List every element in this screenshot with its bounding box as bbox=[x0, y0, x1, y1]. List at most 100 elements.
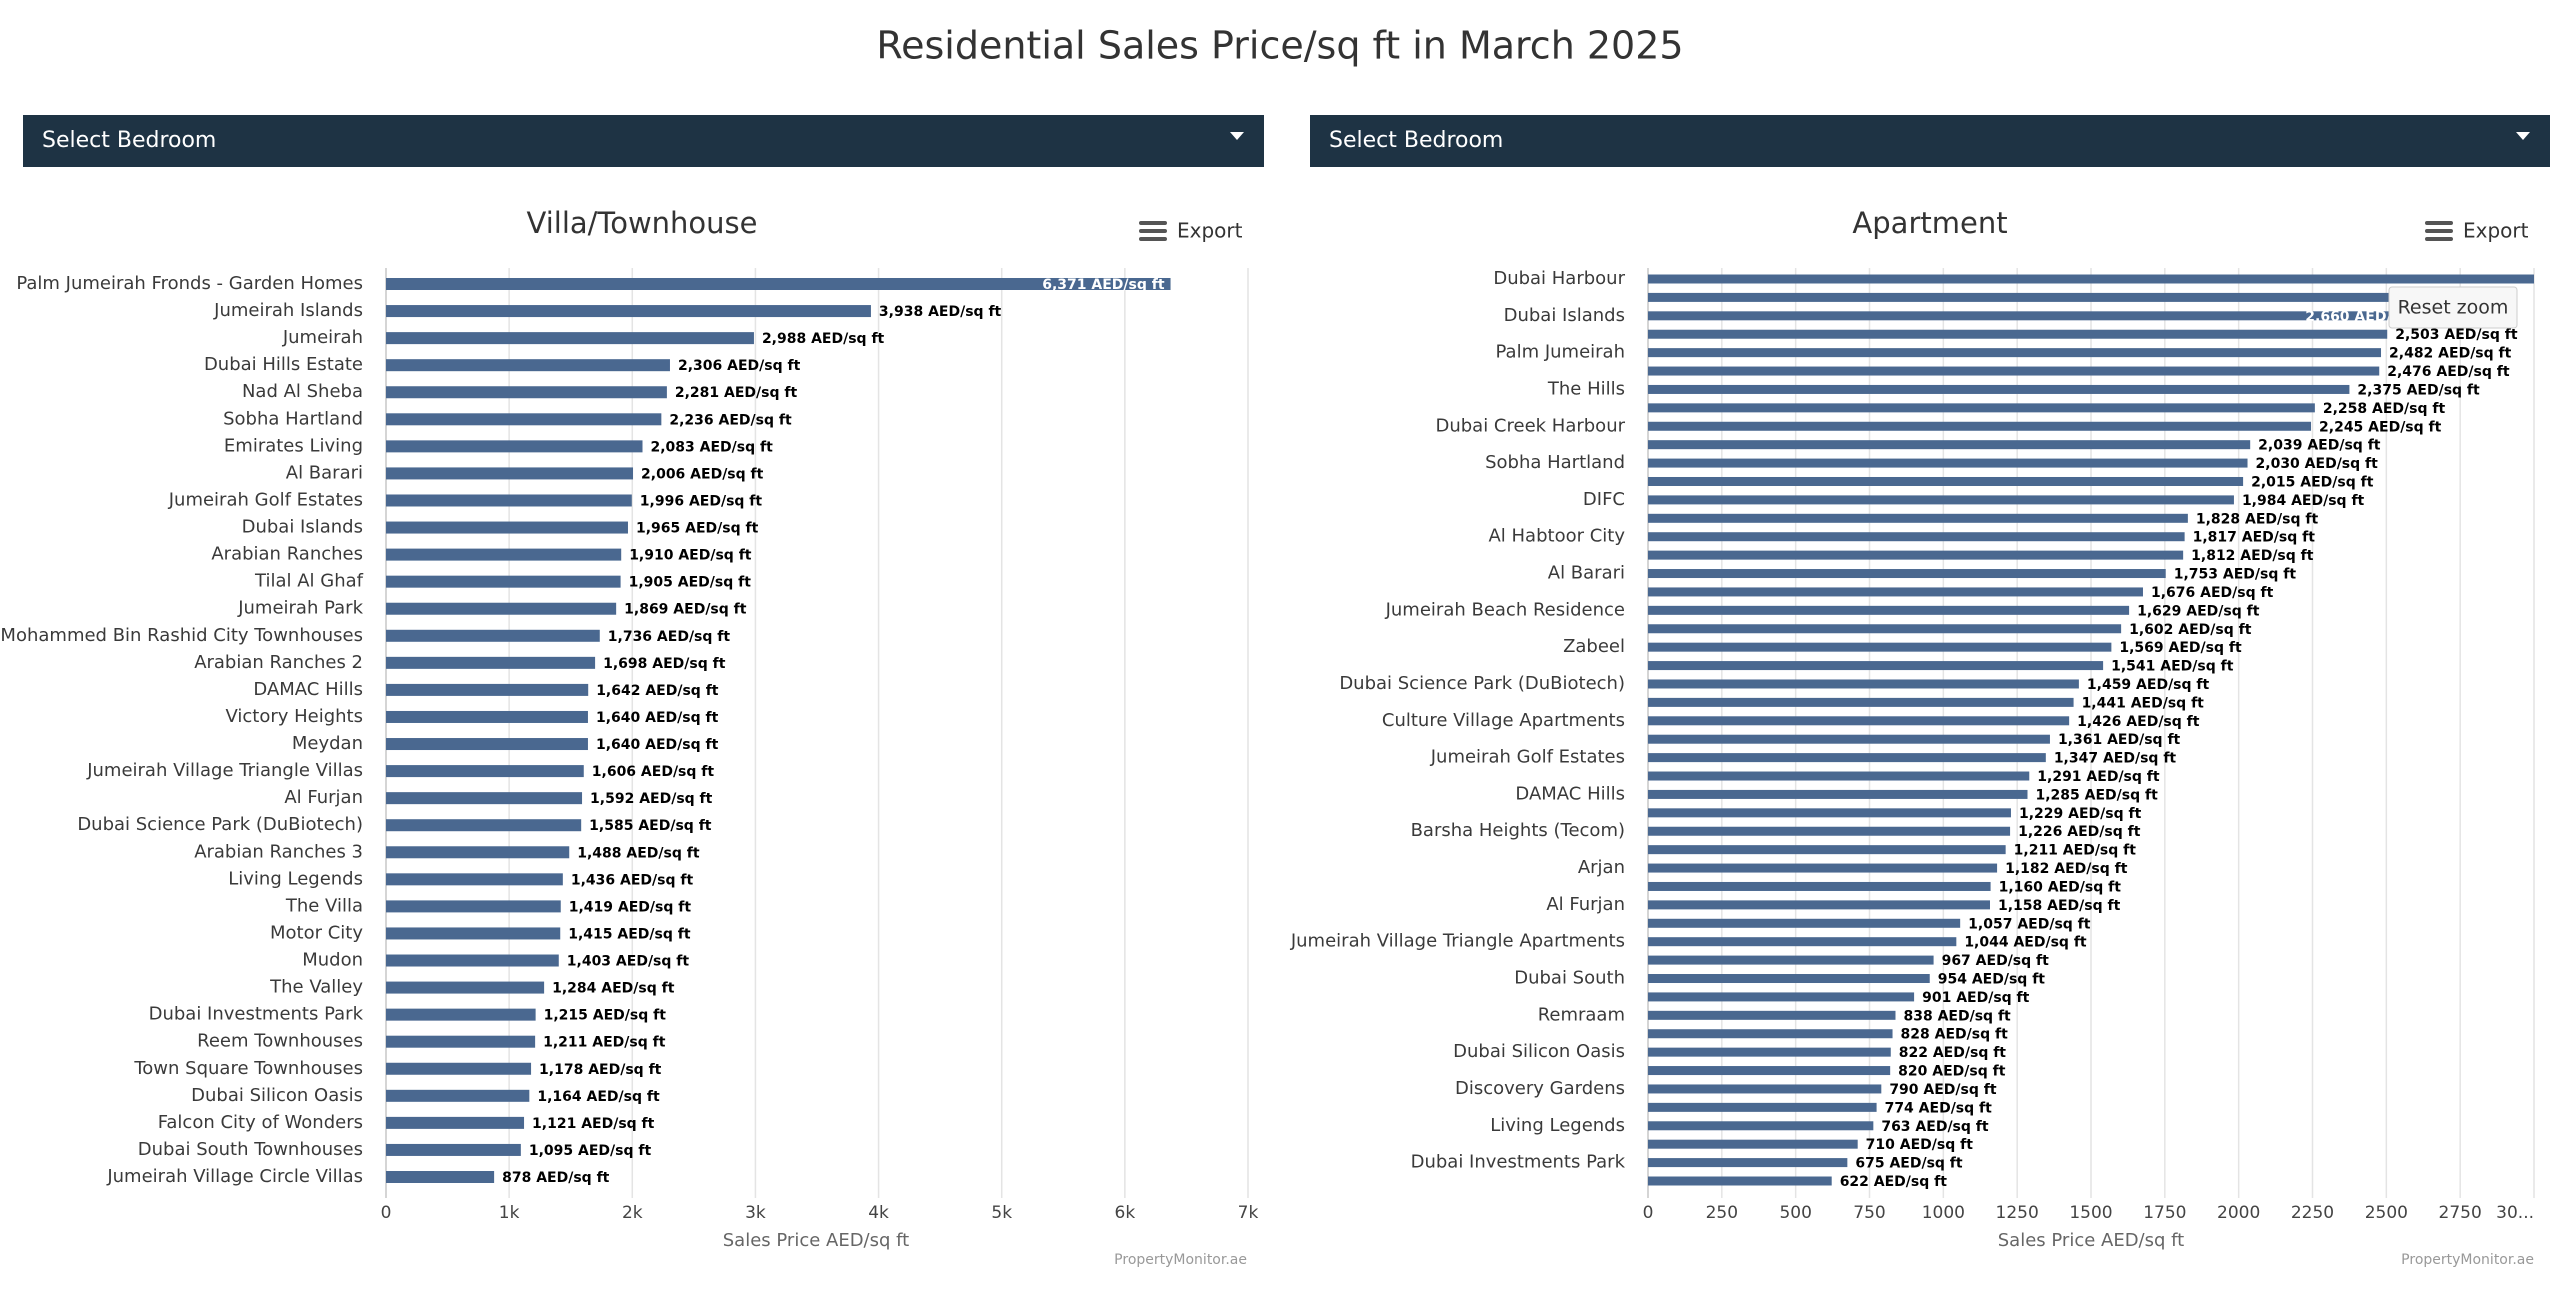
category-label: Dubai South Townhouses bbox=[138, 1139, 363, 1160]
category-label: Dubai Hills Estate bbox=[204, 354, 363, 375]
bar bbox=[1648, 771, 2030, 781]
data-label: 1,044 AED/sq ft bbox=[1964, 935, 2087, 951]
bar bbox=[1648, 274, 2534, 284]
dropdown-arrow[interactable] bbox=[1230, 132, 1244, 140]
category-label: DAMAC Hills bbox=[253, 679, 363, 700]
bar bbox=[386, 738, 588, 751]
category-label: Al Barari bbox=[286, 462, 363, 483]
export-icon[interactable] bbox=[1139, 221, 1167, 241]
category-label: Dubai Islands bbox=[1504, 305, 1625, 326]
bar bbox=[1648, 532, 2185, 542]
category-label: Al Furjan bbox=[1546, 894, 1625, 915]
export-button[interactable]: Export bbox=[1139, 219, 1243, 243]
category-label: Barsha Heights (Tecom) bbox=[1411, 820, 1625, 841]
export-icon[interactable] bbox=[2425, 221, 2453, 241]
category-label: Al Barari bbox=[1548, 563, 1625, 584]
bar bbox=[1648, 789, 2028, 799]
dropdown-arrow[interactable] bbox=[2516, 132, 2530, 140]
dropdown-box[interactable] bbox=[23, 115, 1264, 167]
data-label: 1,211 AED/sq ft bbox=[2014, 843, 2137, 859]
category-label: Arabian Ranches bbox=[211, 544, 363, 565]
export-button[interactable]: Export bbox=[2425, 219, 2529, 243]
bar bbox=[386, 521, 628, 534]
bar bbox=[1648, 1102, 1877, 1112]
dropdown-label[interactable]: Select Bedroom bbox=[42, 128, 216, 153]
bar bbox=[1648, 458, 2248, 468]
chart-title: Apartment bbox=[1852, 206, 2007, 240]
reset-zoom-label[interactable]: Reset zoom bbox=[2398, 297, 2509, 319]
data-label: 2,258 AED/sq ft bbox=[2323, 401, 2446, 417]
bar bbox=[1648, 881, 1991, 891]
data-label: 1,158 AED/sq ft bbox=[1998, 898, 2121, 914]
x-tick-label: 750 bbox=[1853, 1203, 1885, 1223]
category-label: Living Legends bbox=[1490, 1115, 1625, 1136]
category-label: Victory Heights bbox=[225, 706, 363, 727]
category-label: Reem Townhouses bbox=[197, 1031, 363, 1052]
category-label: Town Square Townhouses bbox=[133, 1058, 363, 1079]
data-label: 622 AED/sq ft bbox=[1840, 1174, 1948, 1190]
data-label: 1,095 AED/sq ft bbox=[529, 1143, 652, 1159]
bar bbox=[386, 981, 545, 994]
bar bbox=[386, 1143, 521, 1156]
dropdown-label[interactable]: Select Bedroom bbox=[1329, 128, 1503, 153]
data-label: 1,441 AED/sq ft bbox=[2082, 695, 2205, 711]
category-label: Dubai South bbox=[1514, 968, 1625, 989]
data-label: 710 AED/sq ft bbox=[1866, 1137, 1974, 1153]
credit: PropertyMonitor.ae bbox=[1114, 1252, 1247, 1268]
bar bbox=[386, 575, 621, 588]
category-label: Jumeirah Village Circle Villas bbox=[106, 1166, 363, 1187]
category-label: Living Legends bbox=[228, 868, 363, 889]
x-tick-label: 2750 bbox=[2439, 1203, 2482, 1223]
dropdown[interactable]: Select Bedroom bbox=[1310, 115, 2550, 167]
x-axis-title: Sales Price AED/sq ft bbox=[1998, 1230, 2184, 1251]
export-label[interactable]: Export bbox=[1177, 219, 1243, 243]
reset-zoom-box[interactable] bbox=[2388, 286, 2518, 329]
bar bbox=[1648, 1029, 1893, 1039]
data-label: 1,291 AED/sq ft bbox=[2037, 769, 2160, 785]
category-label: DIFC bbox=[1583, 489, 1625, 510]
data-label: 1,905 AED/sq ft bbox=[629, 575, 752, 591]
dropdown-box[interactable] bbox=[1310, 115, 2550, 167]
category-label: Sobha Hartland bbox=[1485, 452, 1625, 473]
reset-zoom-button[interactable]: Reset zoom bbox=[2388, 286, 2518, 329]
bars bbox=[386, 278, 1171, 1183]
data-label: 1,965 AED/sq ft bbox=[636, 521, 759, 537]
data-label: 1,642 AED/sq ft bbox=[596, 683, 719, 699]
category-label: Falcon City of Wonders bbox=[158, 1112, 363, 1133]
chart-title: Villa/Townhouse bbox=[527, 206, 758, 240]
category-label: The Villa bbox=[285, 895, 363, 916]
bar bbox=[1648, 1066, 1891, 1076]
category-label: Jumeirah Village Triangle Apartments bbox=[1290, 931, 1625, 952]
export-label[interactable]: Export bbox=[2463, 219, 2529, 243]
bar bbox=[1648, 697, 2074, 707]
data-label: 1,736 AED/sq ft bbox=[608, 629, 731, 645]
data-label: 6,371 AED/sq ft bbox=[1042, 277, 1165, 293]
x-tick-label: 3k bbox=[745, 1203, 766, 1223]
bar bbox=[1648, 900, 1990, 910]
category-label: Al Habtoor City bbox=[1488, 526, 1625, 547]
category-label: Culture Village Apartments bbox=[1382, 710, 1625, 731]
bar bbox=[386, 278, 1171, 290]
credit: PropertyMonitor.ae bbox=[2401, 1252, 2534, 1268]
dropdown[interactable]: Select Bedroom bbox=[23, 115, 1264, 167]
x-tick-label: 1250 bbox=[1996, 1203, 2039, 1223]
bar bbox=[1648, 826, 2011, 836]
data-label: 1,347 AED/sq ft bbox=[2054, 751, 2177, 767]
x-tick-label: 2000 bbox=[2217, 1203, 2260, 1223]
bar bbox=[386, 819, 582, 832]
category-label: Emirates Living bbox=[224, 435, 363, 456]
data-label: 790 AED/sq ft bbox=[1889, 1082, 1997, 1098]
data-label: 1,602 AED/sq ft bbox=[2129, 622, 2252, 638]
bar bbox=[386, 792, 583, 805]
bar bbox=[1648, 863, 1998, 873]
bar bbox=[1648, 513, 2188, 523]
category-label: Palm Jumeirah Fronds - Garden Homes bbox=[16, 273, 363, 294]
data-label: 1,226 AED/sq ft bbox=[2018, 824, 2141, 840]
data-label: 1,459 AED/sq ft bbox=[2087, 677, 2210, 693]
data-label: 1,585 AED/sq ft bbox=[589, 818, 712, 834]
data-label: 1,817 AED/sq ft bbox=[2193, 530, 2316, 546]
data-label: 2,375 AED/sq ft bbox=[2357, 382, 2480, 398]
data-label: 1,415 AED/sq ft bbox=[568, 926, 691, 942]
bar bbox=[1648, 605, 2130, 615]
